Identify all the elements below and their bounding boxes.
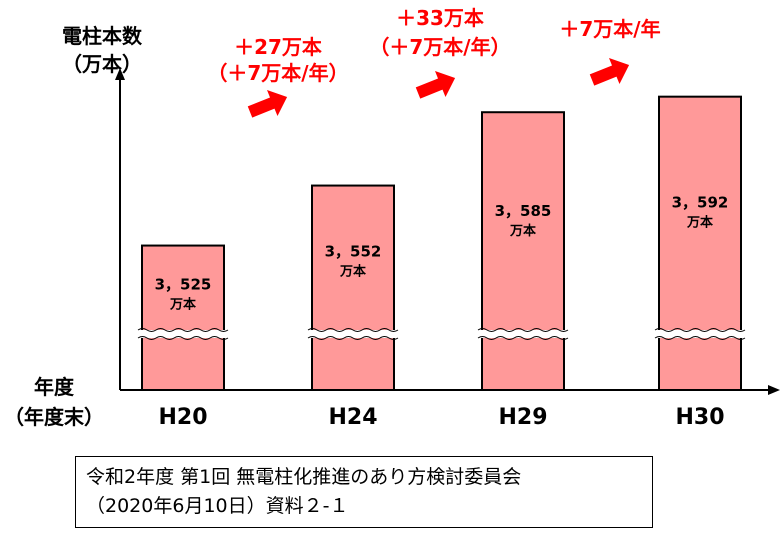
x-axis-title-line1: 年度 — [34, 375, 74, 399]
axis-break-line-lower — [137, 336, 229, 340]
x-axis-title: 年度 （年度末） — [0, 372, 108, 432]
y-axis-title: 電柱本数 （万本） — [62, 22, 142, 78]
x-tick-label: H29 — [498, 405, 547, 430]
axis-break-line-lower — [307, 336, 399, 340]
increment-arrow — [415, 71, 456, 99]
increment-label: （＋7万本/年） — [369, 35, 510, 59]
bar-unit-label: 万本 — [169, 296, 196, 312]
increment-label: ＋7万本/年 — [559, 17, 660, 41]
bar-value-label: 3，592 — [672, 193, 729, 211]
axis-break-line-upper — [477, 328, 569, 332]
bar-unit-label: 万本 — [339, 263, 366, 279]
y-axis-title-line1: 電柱本数 — [62, 24, 142, 48]
x-tick-label: H20 — [158, 405, 207, 430]
x-axis-arrowhead — [768, 385, 780, 395]
y-axis-arrowhead — [115, 68, 125, 80]
bar-H20 — [141, 244, 225, 391]
increment-label: ＋33万本 — [396, 6, 484, 30]
increment-arrow-shape — [247, 90, 288, 118]
axis-break-gap — [308, 330, 398, 338]
bar-H29 — [481, 111, 565, 391]
bar-H30 — [658, 95, 742, 392]
source-line2: （2020年6月10日）資料２-１ — [86, 495, 349, 517]
increment-label: （＋7万本/年） — [207, 61, 348, 85]
bar-H24 — [311, 184, 395, 391]
axis-break-gap — [655, 330, 745, 338]
increment-arrow-shape — [415, 71, 456, 99]
increment-arrow-shape — [589, 58, 630, 86]
bar-value-label: 3，525 — [155, 275, 212, 293]
axis-break-line-upper — [307, 328, 399, 332]
x-tick-label: H30 — [675, 405, 724, 430]
axis-break-line-lower — [477, 336, 569, 340]
increment-arrow — [589, 58, 630, 86]
x-axis-title-line2: （年度末） — [4, 405, 104, 429]
bar-unit-label: 万本 — [686, 214, 713, 230]
bar-unit-label: 万本 — [509, 223, 536, 239]
axis-break-gap — [138, 330, 228, 338]
increment-arrow — [247, 90, 288, 118]
axis-break-gap — [478, 330, 568, 338]
y-axis-title-line2: （万本） — [62, 52, 142, 76]
axis-break-line-upper — [654, 328, 746, 332]
increment-label: ＋27万本 — [234, 35, 322, 59]
axis-break-line-upper — [137, 328, 229, 332]
source-note: 令和2年度 第1回 無電柱化推進のあり方検討委員会 （2020年6月10日）資料… — [75, 456, 653, 528]
source-line1: 令和2年度 第1回 無電柱化推進のあり方検討委員会 — [86, 466, 522, 488]
bar-value-label: 3，552 — [325, 242, 382, 260]
bar-value-label: 3，585 — [495, 202, 552, 220]
axis-break-line-lower — [654, 336, 746, 340]
x-tick-label: H24 — [328, 405, 377, 430]
